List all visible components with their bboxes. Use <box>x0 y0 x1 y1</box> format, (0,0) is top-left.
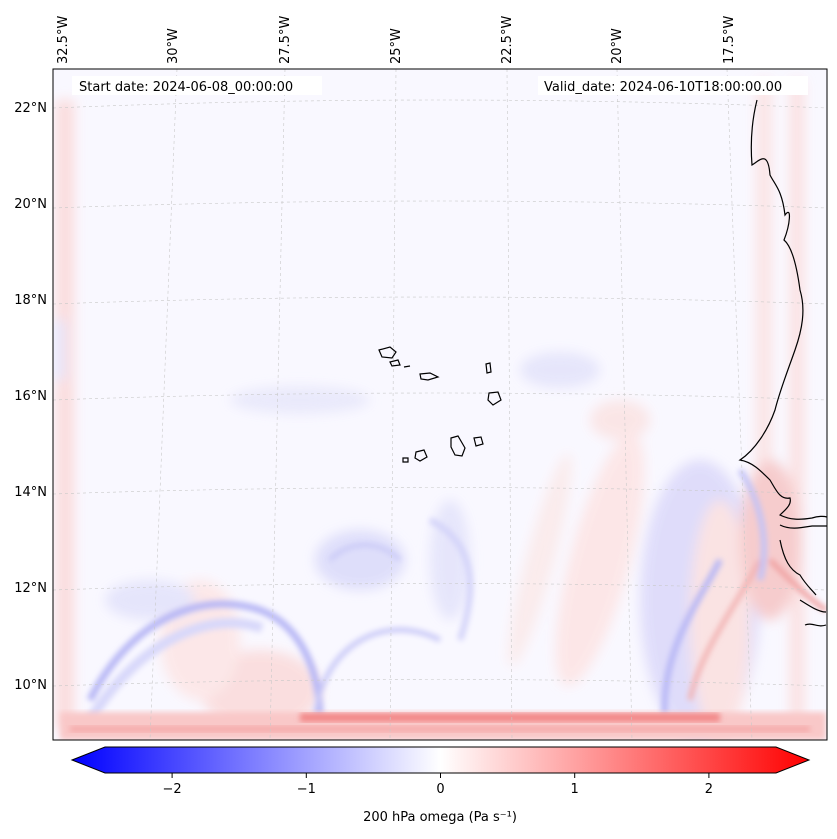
lat-label-14n: 14°N <box>14 485 47 500</box>
colorbar-label: 200 hPa omega (Pa s⁻¹) <box>363 810 517 825</box>
colorbar-bar <box>70 746 811 774</box>
start-date-box <box>72 76 322 95</box>
colorbar-tick-label: 0 <box>436 782 444 797</box>
colorbar-tick-label: −2 <box>163 782 182 797</box>
map-panel: Start date: 2024-06-08_00:00:00 Valid_da… <box>53 69 827 740</box>
lat-label-12n: 12°N <box>14 581 47 596</box>
latitude-labels: 22°N 20°N 18°N 16°N 14°N 12°N 10°N <box>14 101 47 693</box>
lon-label-22-5w: 22.5°W <box>500 16 515 64</box>
colorbar-tick-label: 2 <box>705 782 713 797</box>
lat-label-20n: 20°N <box>14 197 47 212</box>
start-date-label: Start date: 2024-06-08_00:00:00 <box>79 80 293 95</box>
lon-label-20w: 20°W <box>610 28 625 64</box>
coastline <box>738 99 827 627</box>
colorbar-ticks: −2 −1 0 1 2 <box>163 773 713 797</box>
valid-date-label: Valid_date: 2024-06-10T18:00:00.00 <box>544 80 782 95</box>
omega-field <box>55 80 827 740</box>
lon-label-17-5w: 17.5°W <box>722 16 737 64</box>
lat-label-10n: 10°N <box>14 678 47 693</box>
graticule <box>53 69 827 740</box>
colorbar-tick-label: −1 <box>297 782 316 797</box>
valid-date-box <box>538 76 808 95</box>
longitude-labels: 32.5°W 30°W 27.5°W 25°W 22.5°W 20°W 17.5… <box>56 16 737 64</box>
west-africa-coast <box>738 99 827 520</box>
cape-verde-islands <box>378 346 502 463</box>
lon-label-27-5w: 27.5°W <box>278 16 293 64</box>
lat-label-22n: 22°N <box>14 101 47 116</box>
lon-label-25w: 25°W <box>389 28 404 64</box>
lon-label-32-5w: 32.5°W <box>56 16 71 64</box>
colorbar: −2 −1 0 1 2 200 hPa omega (Pa s⁻¹) <box>70 746 811 825</box>
colorbar-tick-label: 1 <box>571 782 579 797</box>
lon-label-30w: 30°W <box>166 28 181 64</box>
lat-label-18n: 18°N <box>14 293 47 308</box>
map-frame <box>52 68 828 741</box>
lat-label-16n: 16°N <box>14 389 47 404</box>
